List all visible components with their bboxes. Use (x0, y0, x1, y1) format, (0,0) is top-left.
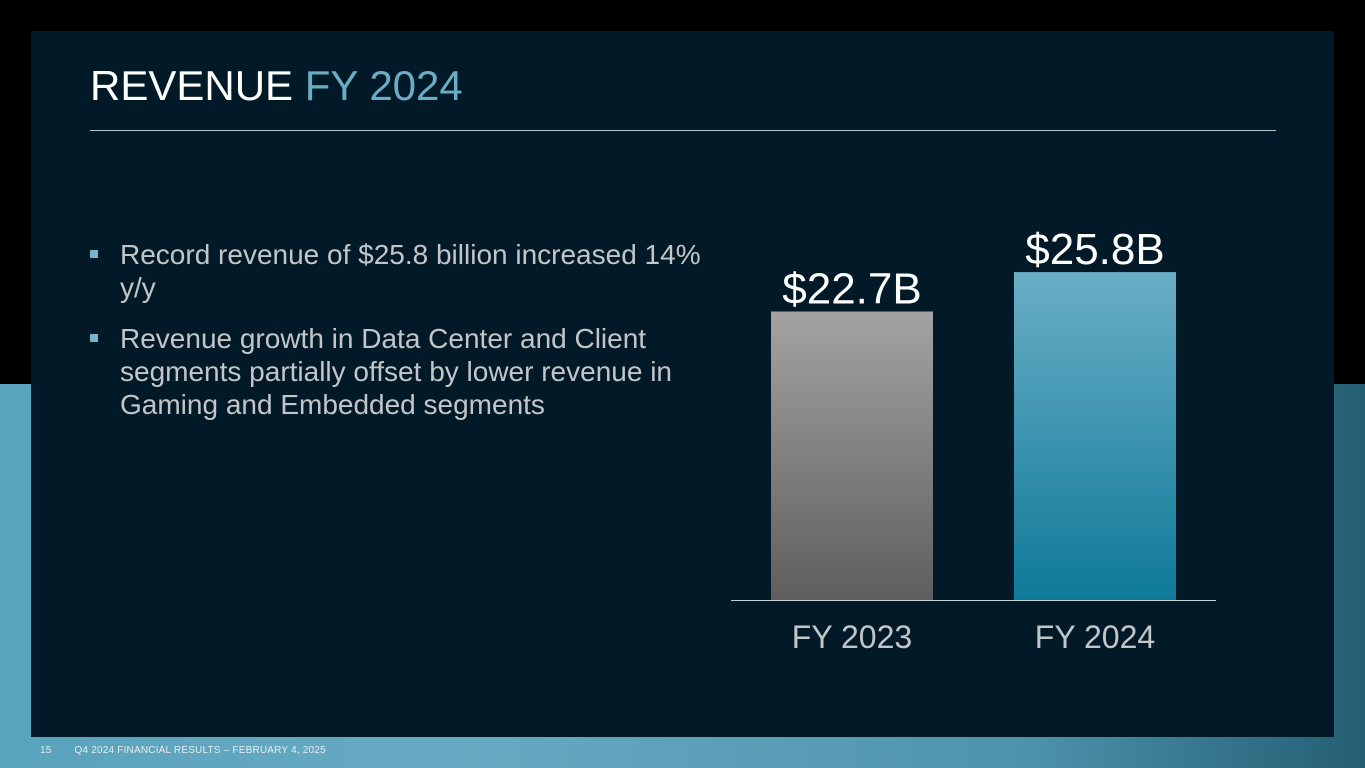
x-tick-label: FY 2023 (792, 619, 912, 655)
bullet-item: Record revenue of $25.8 billion increase… (90, 238, 730, 304)
title-main: REVENUE (90, 62, 294, 109)
bullet-text: Record revenue of $25.8 billion increase… (120, 239, 701, 303)
square-bullet-icon (90, 250, 98, 258)
data-label: $25.8B (1025, 225, 1164, 274)
bullet-item: Revenue growth in Data Center and Client… (90, 322, 730, 421)
title-accent: FY 2024 (304, 62, 463, 109)
bar-fy-2023 (771, 311, 933, 600)
bullet-list: Record revenue of $25.8 billion increase… (90, 238, 730, 439)
square-bullet-icon (90, 334, 98, 342)
x-tick-label: FY 2024 (1035, 619, 1155, 655)
footer-text: Q4 2024 FINANCIAL RESULTS – FEBRUARY 4, … (74, 745, 326, 756)
page-number: 15 (40, 745, 52, 756)
title-divider (90, 130, 1276, 131)
bullet-text: Revenue growth in Data Center and Client… (120, 323, 672, 420)
revenue-bar-chart: $22.7B FY 2023 $25.8B FY 2024 (731, 225, 1216, 655)
slide-footer: 15 Q4 2024 FINANCIAL RESULTS – FEBRUARY … (40, 745, 326, 756)
slide-title: REVENUE FY 2024 (90, 60, 463, 112)
bar-fy-2024 (1014, 272, 1176, 600)
data-label: $22.7B (782, 264, 921, 313)
